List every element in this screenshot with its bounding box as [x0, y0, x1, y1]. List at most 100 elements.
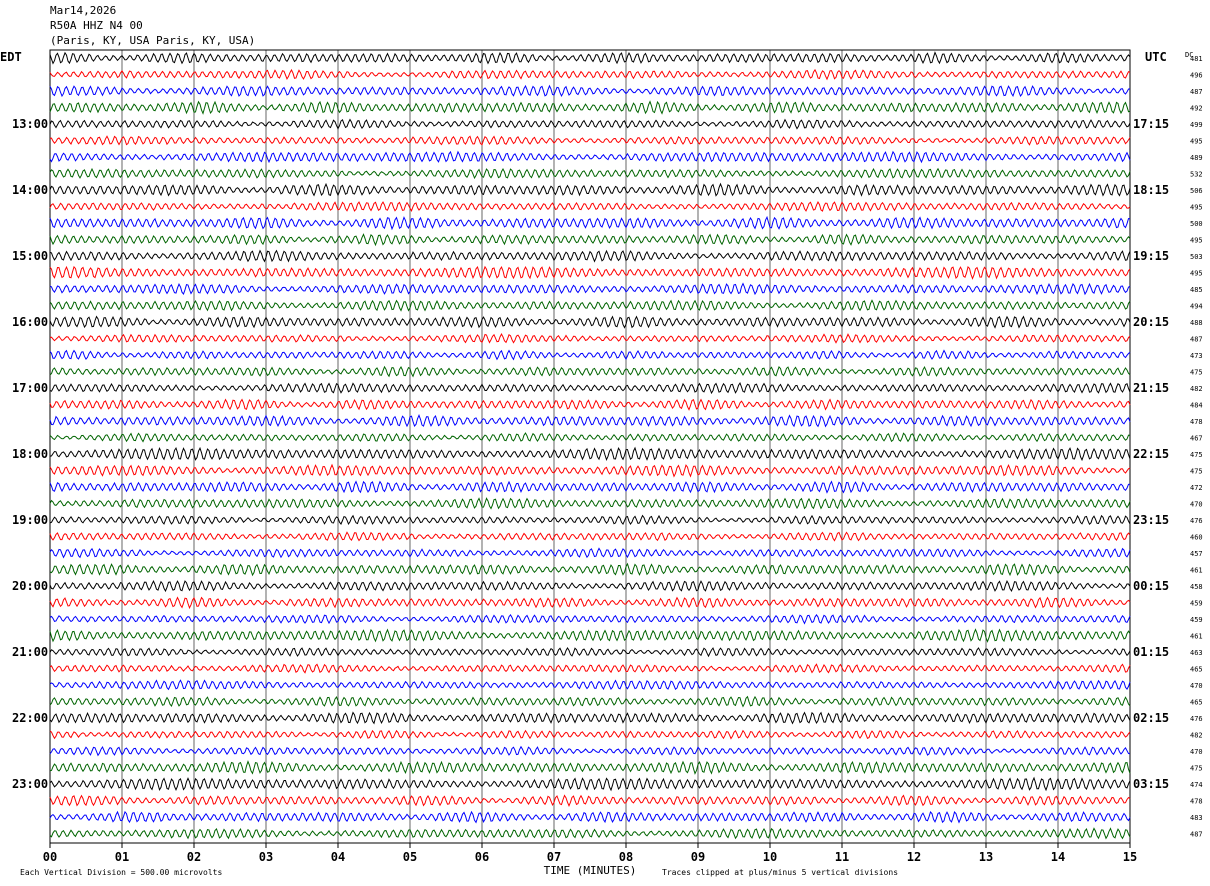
dc-offset-label: 461	[1190, 567, 1203, 575]
dc-offset-label: 495	[1190, 237, 1203, 245]
seismic-trace	[49, 463, 1131, 478]
clip-note: Traces clipped at plus/minus 5 vertical …	[662, 868, 898, 877]
x-tick-label: 04	[331, 850, 345, 864]
dc-offset-label: 495	[1190, 204, 1203, 212]
utc-hour-label: 23:15	[1133, 513, 1169, 527]
seismic-trace	[49, 514, 1131, 526]
seismic-trace	[49, 614, 1131, 625]
seismic-trace	[49, 679, 1131, 691]
seismic-trace	[49, 315, 1131, 329]
seismic-trace	[49, 233, 1131, 247]
seismic-trace	[49, 480, 1131, 494]
edt-hour-label: 14:00	[12, 183, 48, 197]
seismic-trace	[49, 215, 1131, 231]
dc-offset-label: 476	[1190, 715, 1203, 723]
seismic-trace	[49, 446, 1131, 462]
utc-hour-label: 03:15	[1133, 777, 1169, 791]
dc-offset-label: 488	[1190, 319, 1203, 327]
seismic-trace	[49, 182, 1131, 197]
utc-hour-label: 20:15	[1133, 315, 1169, 329]
dc-offset-label: 482	[1190, 385, 1203, 393]
edt-hour-label: 21:00	[12, 645, 48, 659]
dc-offset-label: 489	[1190, 154, 1203, 162]
seismic-trace	[49, 745, 1131, 757]
dc-offset-label: 506	[1190, 187, 1203, 195]
dc-offset-label: 457	[1190, 550, 1203, 558]
dc-offset-label: 470	[1190, 682, 1203, 690]
dc-offset-label: 475	[1190, 468, 1203, 476]
x-tick-label: 10	[763, 850, 777, 864]
utc-hour-label: 00:15	[1133, 579, 1169, 593]
dc-offset-label: 465	[1190, 699, 1203, 707]
seismic-trace	[49, 596, 1131, 610]
seismic-trace	[49, 100, 1131, 115]
dc-offset-label: 482	[1190, 732, 1203, 740]
dc-offset-label: 460	[1190, 534, 1203, 542]
edt-hour-label: 22:00	[12, 711, 48, 725]
x-tick-label: 13	[979, 850, 993, 864]
seismic-trace	[49, 729, 1131, 740]
seismic-trace	[49, 432, 1131, 443]
dc-offset-label: 478	[1190, 418, 1203, 426]
x-tick-label: 01	[115, 850, 129, 864]
seismic-trace	[49, 663, 1131, 674]
seismic-trace	[49, 51, 1131, 65]
dc-offset-label: 495	[1190, 270, 1203, 278]
dc-label: DC	[1185, 51, 1193, 59]
x-tick-label: 03	[259, 850, 273, 864]
dc-offset-label: 481	[1190, 55, 1203, 63]
seismic-trace	[49, 135, 1131, 146]
dc-offset-label: 470	[1190, 501, 1203, 509]
seismic-trace	[49, 282, 1131, 296]
seismic-trace	[49, 84, 1131, 98]
utc-hour-label: 18:15	[1133, 183, 1169, 197]
seismic-trace	[49, 711, 1131, 725]
dc-offset-label: 475	[1190, 451, 1203, 459]
utc-hour-label: 19:15	[1133, 249, 1169, 263]
x-tick-label: 14	[1051, 850, 1065, 864]
dc-offset-label: 474	[1190, 781, 1203, 789]
dc-offset-label: 465	[1190, 666, 1203, 674]
edt-hour-label: 13:00	[12, 117, 48, 131]
x-tick-label: 07	[547, 850, 561, 864]
dc-offset-label: 458	[1190, 583, 1203, 591]
utc-hour-label: 22:15	[1133, 447, 1169, 461]
x-tick-label: 15	[1123, 850, 1137, 864]
dc-offset-label: 487	[1190, 336, 1203, 344]
dc-offset-label: 487	[1190, 88, 1203, 96]
dc-offset-label: 492	[1190, 105, 1203, 113]
station-code: R50A HHZ N4 00	[50, 19, 143, 32]
dc-offset-label: 476	[1190, 517, 1203, 525]
seismic-trace	[49, 580, 1131, 593]
seismic-trace	[49, 349, 1131, 361]
x-tick-label: 00	[43, 850, 57, 864]
dc-offset-label: 500	[1190, 220, 1203, 228]
edt-hour-label: 20:00	[12, 579, 48, 593]
seismic-trace	[49, 760, 1131, 775]
dc-offset-label: 461	[1190, 633, 1203, 641]
seismic-trace	[49, 810, 1131, 824]
x-tick-label: 11	[835, 850, 849, 864]
dc-offset-label: 483	[1190, 814, 1203, 822]
dc-offset-label: 487	[1190, 831, 1203, 839]
seismic-trace	[49, 299, 1131, 312]
dc-offset-label: 496	[1190, 72, 1203, 80]
edt-hour-label: 18:00	[12, 447, 48, 461]
x-tick-label: 02	[187, 850, 201, 864]
dc-offset-label: 459	[1190, 616, 1203, 624]
scale-note: Each Vertical Division = 500.00 microvol…	[20, 868, 222, 877]
edt-hour-label: 17:00	[12, 381, 48, 395]
seismic-trace	[49, 201, 1131, 212]
edt-hour-label: 23:00	[12, 777, 48, 791]
seismic-trace	[49, 249, 1131, 263]
seismic-trace	[49, 562, 1131, 577]
x-tick-label: 09	[691, 850, 705, 864]
left-timezone-label: EDT	[0, 50, 22, 64]
dc-offset-label: 495	[1190, 138, 1203, 146]
edt-hour-label: 19:00	[12, 513, 48, 527]
seismic-trace	[49, 647, 1131, 658]
x-tick-label: 12	[907, 850, 921, 864]
utc-hour-label: 21:15	[1133, 381, 1169, 395]
seismic-trace	[49, 531, 1131, 542]
